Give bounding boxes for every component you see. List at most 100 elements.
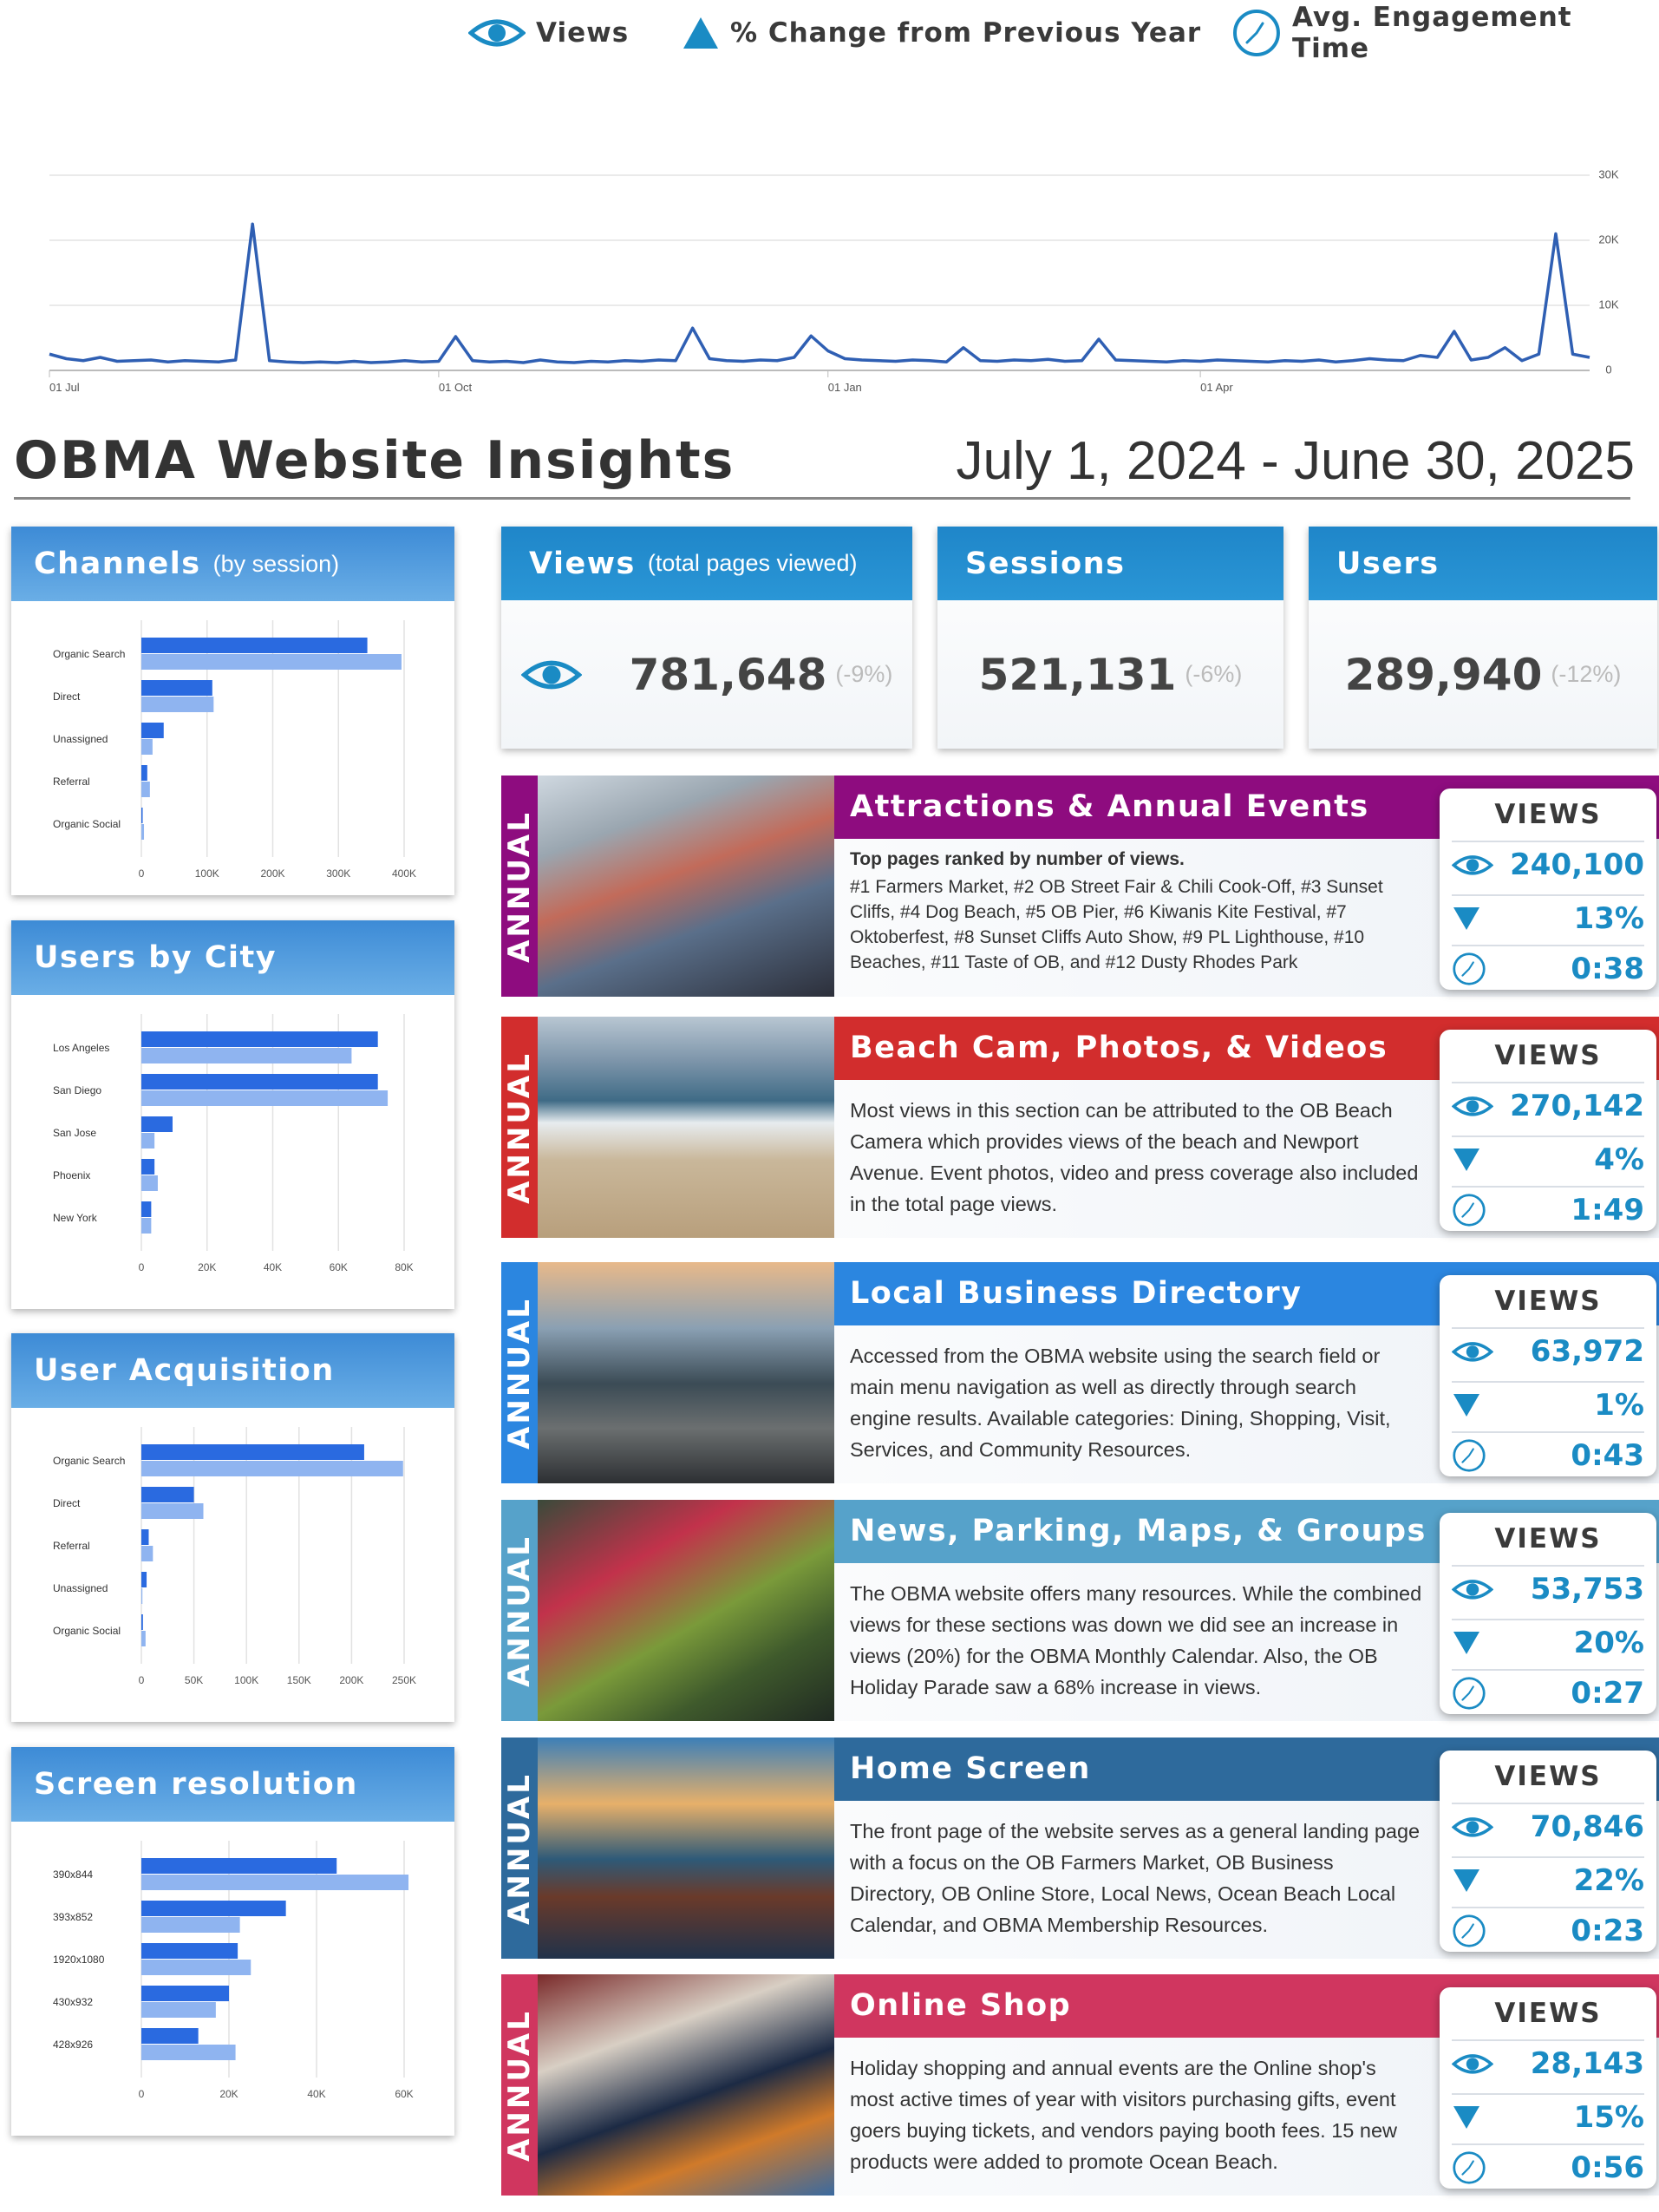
icon-shape bbox=[1466, 1099, 1479, 1113]
section-title: Attractions & Annual Events bbox=[850, 789, 1369, 824]
icon-shape bbox=[520, 660, 582, 689]
section-photo bbox=[538, 1974, 834, 2196]
bar bbox=[141, 808, 143, 823]
views-views: 70,846 bbox=[1530, 1810, 1644, 1844]
card-header: Users bbox=[1309, 527, 1657, 600]
legend-change: % Change from Previous Year bbox=[682, 12, 1201, 54]
views-row: 20% bbox=[1452, 1619, 1644, 1666]
legend-views: Views bbox=[468, 12, 629, 54]
section-title: Local Business Directory bbox=[850, 1276, 1303, 1311]
views-label: VIEWS bbox=[1494, 1998, 1602, 2029]
icon-shape bbox=[1466, 2057, 1479, 2071]
bar-chart: 0 20K 40K 60K 80K Los Angeles San Diego San Jos… bbox=[53, 1014, 414, 1273]
x-tick-label: 250K bbox=[392, 1674, 416, 1686]
section-title: Home Screen bbox=[850, 1751, 1091, 1786]
section-card: ANNUAL Local Business Directory Accessed f… bbox=[501, 1262, 1659, 1483]
bar bbox=[141, 2028, 199, 2044]
panel-header: Users by City bbox=[11, 920, 454, 995]
eye-icon bbox=[1452, 1579, 1493, 1600]
section-title: Beach Cam, Photos, & Videos bbox=[850, 1031, 1388, 1065]
bar bbox=[141, 1503, 204, 1519]
views-time: 0:23 bbox=[1571, 1914, 1644, 1948]
panel-header: User Acquisition bbox=[11, 1333, 454, 1408]
bar bbox=[141, 1090, 389, 1106]
icon-shape bbox=[1452, 854, 1493, 875]
legend-label: Views bbox=[536, 17, 630, 49]
icon-shape bbox=[1452, 1816, 1493, 1837]
icon-shape bbox=[1453, 2151, 1486, 2184]
bar-chart: 0 20K 40K 60K 390x844 393x852 1920x1080 430x932… bbox=[53, 1841, 414, 2100]
views-row: 15% bbox=[1452, 2093, 1644, 2140]
section-stripe: ANNUAL bbox=[501, 1974, 538, 2196]
icon-shape bbox=[1453, 1632, 1479, 1654]
bar bbox=[141, 1858, 337, 1874]
section-photo bbox=[538, 1262, 834, 1483]
section-title: Online Shop bbox=[850, 1988, 1072, 2023]
views-row: 0:43 bbox=[1452, 1431, 1644, 1478]
views-time: 0:43 bbox=[1571, 1438, 1644, 1473]
views-change: 1% bbox=[1594, 1388, 1644, 1423]
down-icon bbox=[1453, 1149, 1479, 1171]
category-label: New York bbox=[53, 1212, 98, 1224]
x-tick-label: 01 Oct bbox=[439, 381, 473, 394]
bar bbox=[141, 638, 368, 653]
bar bbox=[141, 1614, 143, 1630]
icon-shape bbox=[1453, 1194, 1486, 1227]
icon-shape bbox=[1466, 858, 1479, 872]
clock-icon bbox=[1453, 1194, 1486, 1227]
section-stripe: ANNUAL bbox=[501, 1500, 538, 1721]
section-stripe: ANNUAL bbox=[501, 776, 538, 997]
views-views: 28,143 bbox=[1530, 2046, 1644, 2081]
section-text: Holiday shopping and annual events are t… bbox=[850, 2052, 1422, 2177]
card-header: Sessions bbox=[937, 527, 1283, 600]
section-photo bbox=[538, 776, 834, 997]
bar bbox=[141, 782, 150, 797]
views-box: VIEWS 270,142 4% 1:49 bbox=[1440, 1030, 1656, 1231]
bar bbox=[141, 1487, 194, 1502]
card-body: 781,648 (-9%) bbox=[501, 600, 912, 749]
x-tick-label: 300K bbox=[326, 867, 350, 880]
icon-shape bbox=[1466, 1820, 1479, 1834]
section-text: Top pages ranked by number of views. #1 F… bbox=[850, 845, 1422, 975]
bar bbox=[141, 1943, 238, 1959]
down-icon bbox=[1453, 1869, 1479, 1892]
views-row: 13% bbox=[1452, 894, 1644, 941]
bar bbox=[141, 2002, 216, 2018]
legend-time: Avg. Engagement Time bbox=[1231, 2, 1659, 64]
category-label: Direct bbox=[53, 690, 81, 703]
clock-icon bbox=[1453, 1439, 1486, 1472]
panel-header: Channels (by session) bbox=[11, 527, 454, 601]
x-tick-label: 40K bbox=[307, 2088, 325, 2100]
category-label: 390x844 bbox=[53, 1868, 93, 1881]
down-icon bbox=[1453, 1394, 1479, 1417]
section-body: Holiday shopping and annual events are t… bbox=[850, 2057, 1397, 2173]
icon-shape bbox=[1453, 1394, 1479, 1417]
views-row: 4% bbox=[1452, 1135, 1644, 1182]
bar bbox=[141, 1031, 378, 1047]
card-body: 289,940 (-12%) bbox=[1309, 600, 1657, 749]
icon-shape bbox=[1466, 1582, 1479, 1596]
bar bbox=[141, 1917, 240, 1933]
icon-shape bbox=[1453, 1677, 1486, 1710]
chart-panel: Screen resolution 0 20K 40K 60K 390x844 393x85… bbox=[11, 1747, 454, 2136]
section-text: The OBMA website offers many resources. … bbox=[850, 1578, 1422, 1703]
views-change: 20% bbox=[1573, 1626, 1644, 1660]
stat-card: Sessions 521,131 (-6%) bbox=[937, 527, 1283, 749]
bar bbox=[141, 1159, 155, 1175]
section-card: ANNUAL News, Parking, Maps, & Groups The O… bbox=[501, 1500, 1659, 1721]
bar bbox=[141, 1048, 352, 1063]
views-time: 1:49 bbox=[1571, 1193, 1644, 1227]
icon-shape bbox=[1453, 1149, 1479, 1171]
x-tick-label: 0 bbox=[139, 2088, 145, 2100]
stat-change: (-6%) bbox=[1185, 661, 1243, 687]
category-label: Organic Search bbox=[53, 648, 125, 660]
eye-icon bbox=[1452, 1816, 1493, 1837]
clock-icon bbox=[1453, 1677, 1486, 1710]
section-card: ANNUAL Home Screen The front page of the w… bbox=[501, 1738, 1659, 1959]
card-header: Views (total pages viewed) bbox=[501, 527, 912, 600]
category-label: San Diego bbox=[53, 1084, 101, 1096]
views-row: 1:49 bbox=[1452, 1186, 1644, 1233]
card-subtitle: (total pages viewed) bbox=[647, 550, 858, 576]
section-stripe: ANNUAL bbox=[501, 1262, 538, 1483]
clock-icon bbox=[1453, 952, 1486, 985]
